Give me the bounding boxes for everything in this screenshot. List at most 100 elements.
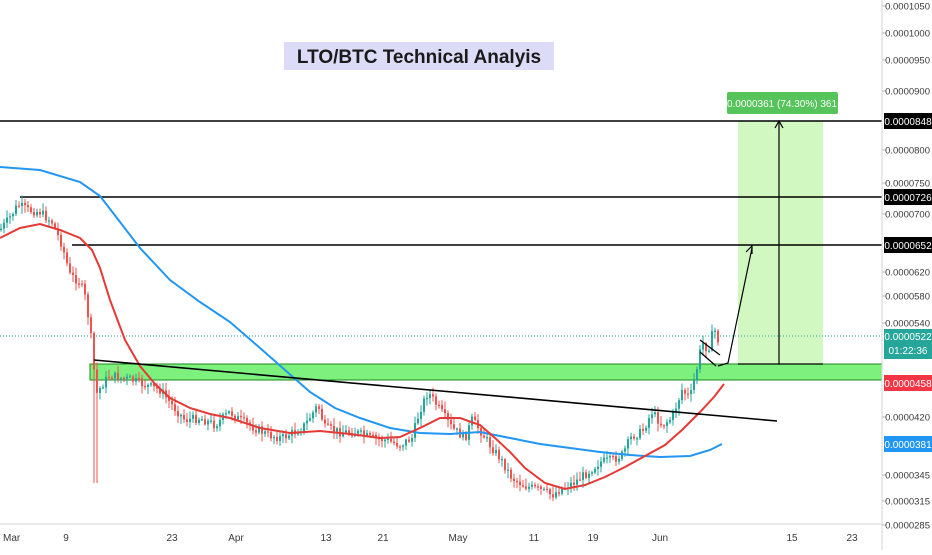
- candle-body: [642, 428, 644, 431]
- candle-body: [513, 478, 515, 482]
- candle-body: [672, 411, 674, 421]
- time-tick-label: 11: [529, 533, 540, 544]
- candle-body: [504, 459, 506, 471]
- candle-body: [138, 378, 140, 380]
- candle-body: [609, 455, 611, 458]
- candle-body: [219, 419, 221, 427]
- slow-moving-average-line[interactable]: [0, 166, 723, 459]
- price-tag-text: 0.0000381: [884, 440, 932, 451]
- candle-body: [420, 411, 422, 419]
- target-projection-zone: [738, 121, 823, 364]
- countdown-text: 01:22:36: [889, 346, 928, 357]
- candle-body: [144, 385, 146, 388]
- candle-body: [66, 252, 68, 264]
- candle-body: [510, 469, 512, 479]
- candle-body: [51, 220, 53, 224]
- price-tag-current: 0.0000522 01:22:36: [884, 329, 932, 359]
- candle-body: [435, 396, 437, 405]
- candle-body: [399, 446, 401, 448]
- candle-body: [369, 433, 371, 435]
- price-tag-target-mid: 0.0000726: [884, 189, 932, 205]
- candle-body: [621, 451, 623, 459]
- candle-body: [18, 205, 20, 207]
- candle-body: [342, 432, 344, 437]
- candle-body: [246, 417, 248, 423]
- candle-body: [600, 461, 602, 467]
- candle-body: [195, 414, 197, 423]
- time-tick-label: 23: [166, 533, 178, 544]
- candle-body: [474, 416, 476, 421]
- candle-body: [528, 486, 530, 489]
- candle-body: [708, 350, 710, 352]
- price-tick-label: 0.0000540: [885, 319, 930, 330]
- price-axis[interactable]: 0.0001050 0.0001000 0.0000950 0.0000900 0.00…: [882, 2, 930, 532]
- candle-body: [81, 283, 83, 285]
- candle-body: [111, 377, 113, 379]
- candle-body: [390, 438, 392, 442]
- candle-body: [168, 397, 170, 401]
- time-tick-label: Mar: [3, 533, 21, 544]
- candle-body: [303, 423, 305, 432]
- candle-body: [714, 330, 716, 332]
- candle-body: [519, 481, 521, 486]
- candle-body: [387, 438, 389, 440]
- candle-body: [507, 469, 509, 471]
- candle-body: [60, 235, 62, 247]
- candle-body: [366, 433, 368, 436]
- time-tick-label: 19: [587, 533, 599, 544]
- measure-arrowhead: [774, 119, 784, 129]
- candle-body: [498, 449, 500, 460]
- candle-body: [717, 330, 719, 343]
- time-tick-label: May: [449, 533, 468, 544]
- candle-body: [120, 378, 122, 381]
- candle-body: [465, 432, 467, 440]
- candle-body: [75, 275, 77, 284]
- candle-body: [252, 425, 254, 431]
- time-axis[interactable]: Mar 9 23 Apr 13 21 May 11 19 Jun 15 23: [3, 533, 858, 544]
- price-tick-label: 0.0001000: [885, 29, 930, 40]
- candle-body: [393, 441, 395, 443]
- candle-body: [612, 455, 614, 458]
- candle-body: [705, 343, 707, 352]
- price-tick-label: 0.0000315: [885, 497, 930, 508]
- candle-body: [411, 437, 413, 442]
- price-tag-text: 0.0000458: [884, 379, 932, 390]
- candle-body: [198, 419, 200, 423]
- candle-body: [597, 466, 599, 469]
- price-tag-target-low: 0.0000652: [884, 237, 932, 253]
- candle-body: [450, 419, 452, 425]
- price-tick-label: 0.0000950: [885, 56, 930, 67]
- candle-body: [309, 418, 311, 421]
- candle-body: [333, 425, 335, 432]
- candle-body: [12, 213, 14, 217]
- candle-body: [27, 205, 29, 208]
- candle-body: [135, 378, 137, 382]
- candle-body: [357, 430, 359, 434]
- candle-body: [549, 489, 551, 495]
- candle-body: [654, 412, 656, 415]
- candle-body: [234, 415, 236, 420]
- candle-body: [630, 436, 632, 440]
- time-tick-label: Jun: [652, 533, 668, 544]
- descending-trendline[interactable]: [93, 359, 778, 422]
- candle-body: [606, 457, 608, 459]
- candle-body: [573, 482, 575, 485]
- candle-body: [126, 376, 128, 379]
- candle-body: [63, 246, 65, 253]
- candle-body: [408, 439, 410, 442]
- candle-body: [48, 220, 50, 222]
- candle-body: [72, 272, 74, 276]
- candle-body: [537, 486, 539, 488]
- candle-body: [315, 406, 317, 413]
- candle-body: [327, 423, 329, 425]
- candle-body: [579, 479, 581, 481]
- candle-body: [462, 432, 464, 438]
- candle-body: [3, 222, 5, 229]
- fast-moving-average-line[interactable]: [0, 222, 725, 491]
- candle-body: [372, 434, 374, 436]
- candle-body: [381, 438, 383, 442]
- candle-body: [453, 424, 455, 429]
- price-tag-text: 0.0000848: [884, 117, 932, 128]
